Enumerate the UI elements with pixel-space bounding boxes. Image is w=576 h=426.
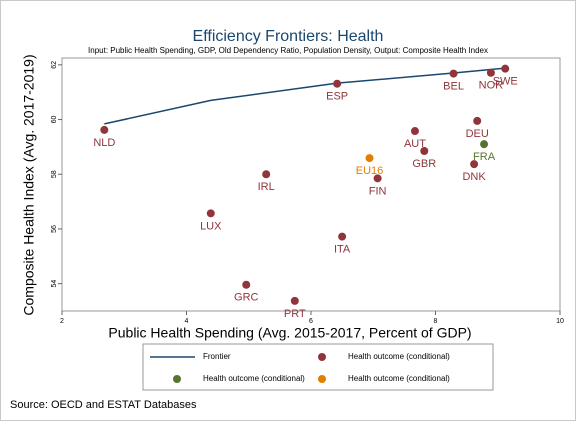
point-label: NLD: [93, 137, 115, 149]
y-axis-title: Composite Health Index (Avg. 2017-2019): [21, 54, 37, 315]
point-label: DEU: [466, 128, 489, 140]
legend-swatch: [318, 375, 326, 383]
point-label: LUX: [200, 220, 222, 232]
data-point: [365, 154, 374, 163]
point-label: IRL: [258, 181, 275, 193]
y-tick-label: 56: [51, 225, 58, 233]
data-point: [486, 68, 495, 77]
point-label: BEL: [443, 80, 464, 92]
data-point: [262, 170, 271, 179]
point-label: FRA: [473, 151, 496, 163]
point-label: DNK: [462, 171, 486, 183]
point-label: SWE: [493, 76, 518, 88]
point-label: GRC: [234, 292, 259, 304]
point-label: GBR: [412, 158, 436, 170]
x-tick-label: 8: [434, 318, 438, 325]
chart-subtitle: Input: Public Health Spending, GDP, Old …: [88, 46, 488, 55]
chart-title: Efficiency Frontiers: Health: [193, 28, 384, 45]
data-point: [473, 116, 482, 125]
data-point: [470, 160, 479, 169]
x-tick-label: 6: [309, 318, 313, 325]
x-tick-label: 10: [556, 318, 564, 325]
point-label: NOR: [479, 80, 504, 92]
point-label: PRT: [284, 308, 306, 320]
data-point: [449, 69, 458, 78]
data-point: [420, 146, 429, 155]
point-label: EU16: [356, 165, 384, 177]
point-label: ITA: [334, 244, 351, 256]
legend-label: Frontier: [203, 352, 231, 361]
plot-frame: [61, 57, 561, 312]
point-label: FIN: [369, 185, 387, 197]
data-point: [373, 174, 382, 183]
data-point: [100, 125, 109, 134]
x-tick-label: 2: [60, 318, 64, 325]
point-label: ESP: [326, 91, 348, 103]
y-tick-label: 60: [51, 116, 58, 124]
data-point: [242, 280, 251, 289]
legend-label: Health outcome (conditional): [348, 352, 450, 361]
legend-swatch: [173, 375, 181, 383]
data-point: [333, 79, 342, 88]
y-tick-label: 58: [51, 170, 58, 178]
x-tick-label: 4: [185, 318, 189, 325]
y-tick-label: 62: [51, 61, 58, 69]
x-axis-title: Public Health Spending (Avg. 2015-2017, …: [108, 325, 471, 341]
data-point: [501, 64, 510, 73]
legend-label: Health outcome (conditional): [348, 374, 450, 383]
data-point: [480, 140, 489, 149]
source-note: Source: OECD and ESTAT Databases: [10, 399, 197, 411]
legend: [142, 343, 494, 391]
legend-label: Health outcome (conditional): [203, 374, 305, 383]
y-tick-label: 54: [51, 280, 58, 288]
legend-swatch: [318, 353, 326, 361]
data-point: [206, 209, 215, 218]
data-point: [338, 232, 347, 241]
data-point: [290, 296, 299, 305]
point-label: AUT: [404, 138, 426, 150]
data-point: [410, 127, 419, 136]
